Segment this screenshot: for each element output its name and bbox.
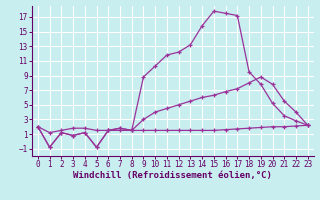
X-axis label: Windchill (Refroidissement éolien,°C): Windchill (Refroidissement éolien,°C) bbox=[73, 171, 272, 180]
